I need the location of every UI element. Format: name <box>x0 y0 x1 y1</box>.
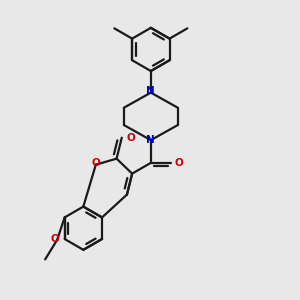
Text: O: O <box>126 133 135 143</box>
Text: O: O <box>50 234 59 244</box>
Text: O: O <box>92 158 100 168</box>
Text: O: O <box>175 158 183 168</box>
Text: N: N <box>146 86 155 96</box>
Text: N: N <box>146 135 155 145</box>
